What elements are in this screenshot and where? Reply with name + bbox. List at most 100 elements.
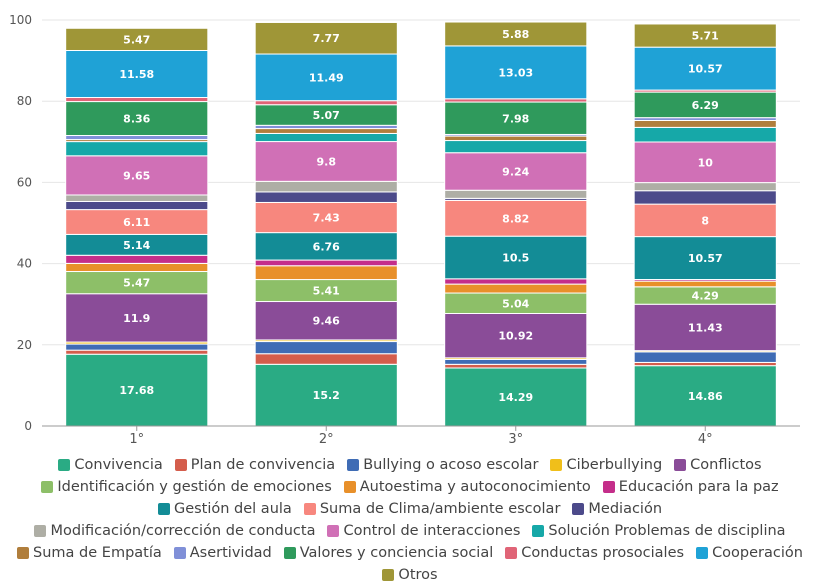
y-axis: 0 20 40 60 80 100 (9, 13, 32, 433)
data-label: 9.24 (502, 165, 529, 178)
bar-segment (444, 367, 588, 427)
legend-item[interactable]: Gestión del aula (157, 499, 292, 518)
legend-item[interactable]: Convivencia (58, 455, 163, 474)
legend-swatch (173, 546, 186, 559)
bar-segment (444, 21, 588, 47)
bar-segment (444, 140, 588, 154)
bar-segment (254, 353, 398, 365)
bar-segment (254, 53, 398, 102)
bar-segment (633, 119, 777, 128)
data-label: 10 (698, 156, 714, 169)
x-tick-label: 3° (508, 432, 523, 447)
legend-label: Identificación y gestión de emociones (57, 478, 332, 495)
bar-segment (633, 351, 777, 363)
legend-item[interactable]: Control de interacciones (327, 521, 520, 540)
data-label: 5.41 (313, 285, 340, 298)
y-tick-label: 100 (9, 13, 32, 27)
bar-segment (444, 101, 588, 135)
legend-item[interactable]: Mediación (572, 499, 662, 518)
bar-segment (633, 23, 777, 48)
data-label: 11.43 (688, 321, 723, 334)
bar-segment (633, 236, 777, 281)
data-label: 6.11 (123, 216, 150, 229)
legend-item[interactable]: Conductas prosociales (505, 543, 684, 562)
bar-segment (444, 235, 588, 280)
legend-item[interactable]: Solución Problemas de disciplina (532, 521, 786, 540)
stacked-bar-chart: 0 20 40 60 80 100 17.68 11.9 5.47 5.14 6.11 9.65 8.… (9, 13, 800, 447)
legend-swatch (505, 546, 518, 559)
bar-segment (65, 349, 209, 355)
bar-segment (633, 182, 777, 192)
x-tick-label: 4° (698, 432, 713, 447)
data-label: 8 (701, 214, 709, 227)
legend-swatch (343, 480, 356, 493)
data-label: 15.2 (313, 389, 340, 402)
legend-item[interactable]: Plan de convivencia (174, 455, 335, 474)
bar-segment (254, 191, 398, 203)
legend-swatch (696, 546, 709, 559)
legend-swatch (347, 458, 360, 471)
legend-swatch (303, 502, 316, 515)
legend-swatch (283, 546, 296, 559)
legend-label: Cooperación (712, 544, 803, 561)
legend-item[interactable]: Asertividad (173, 543, 272, 562)
data-label: 9.8 (317, 155, 337, 168)
bar-stack: 14.29 10.92 5.04 10.5 8.82 9.24 7.98 13.03 5.88 (444, 21, 588, 427)
legend-label: Autoestima y autoconocimiento (359, 478, 591, 495)
legend-swatch (58, 458, 71, 471)
legend-label: Mediación (588, 500, 663, 517)
legend-item[interactable]: Ciberbullying (550, 455, 662, 474)
legend-item[interactable]: Educación para la paz (602, 477, 779, 496)
data-label: 5.71 (692, 30, 719, 43)
bar-segment (633, 203, 777, 238)
legend: Convivencia Plan de convivencia Bullying o… (10, 455, 810, 583)
data-label: 6.29 (692, 99, 719, 112)
legend-item[interactable]: Suma de Clima/ambiente escolar (303, 499, 560, 518)
legend-item[interactable]: Identificación y gestión de emociones (41, 477, 332, 496)
legend-item[interactable]: Conflictos (674, 455, 762, 474)
data-label: 5.47 (123, 277, 150, 290)
legend-label: Gestión del aula (173, 500, 292, 517)
legend-item[interactable]: Valores y conciencia social (283, 543, 493, 562)
data-label: 9.65 (123, 169, 150, 182)
bar-segment (65, 254, 209, 264)
bar-segment (444, 135, 588, 142)
data-label: 7.98 (502, 112, 529, 125)
legend-swatch (327, 524, 340, 537)
bar-segment (444, 358, 588, 365)
legend-label: Solución Problemas de disciplina (548, 522, 786, 539)
bar-segment (65, 135, 209, 141)
x-tick-label: 2° (319, 432, 334, 447)
bar-segment (65, 97, 209, 103)
legend-item[interactable]: Cooperación (696, 543, 803, 562)
bar-segment (633, 46, 777, 91)
legend-item[interactable]: Bullying o acoso escolar (347, 455, 538, 474)
data-label: 5.47 (123, 33, 150, 46)
data-label: 7.43 (313, 212, 340, 225)
legend-item[interactable]: Suma de Empatía (17, 543, 162, 562)
bar-segment (65, 293, 209, 343)
data-label: 13.03 (498, 66, 533, 79)
data-label: 6.76 (313, 240, 340, 253)
bar-segment (444, 283, 588, 294)
legend-label: Educación para la paz (618, 478, 779, 495)
legend-label: Conductas prosociales (521, 544, 685, 561)
legend-item[interactable]: Autoestima y autoconocimiento (343, 477, 591, 496)
legend-label: Conflictos (690, 456, 762, 473)
data-label: 14.86 (688, 390, 723, 403)
bar-segment (254, 100, 398, 106)
legend-swatch (572, 502, 585, 515)
legend-label: Convivencia (74, 456, 163, 473)
bar-segment (254, 265, 398, 281)
bar-segment (254, 301, 398, 341)
legend-item[interactable]: Modificación/corrección de conducta (34, 521, 315, 540)
legend-swatch (17, 546, 30, 559)
bar-segment (254, 180, 398, 193)
bar-segment (65, 27, 209, 51)
bar-segment (254, 128, 398, 134)
data-label: 14.29 (498, 391, 533, 404)
bar-segment (65, 194, 209, 202)
bar-segment (254, 132, 398, 143)
legend-label: Ciberbullying (566, 456, 663, 473)
data-label: 17.68 (119, 384, 154, 397)
